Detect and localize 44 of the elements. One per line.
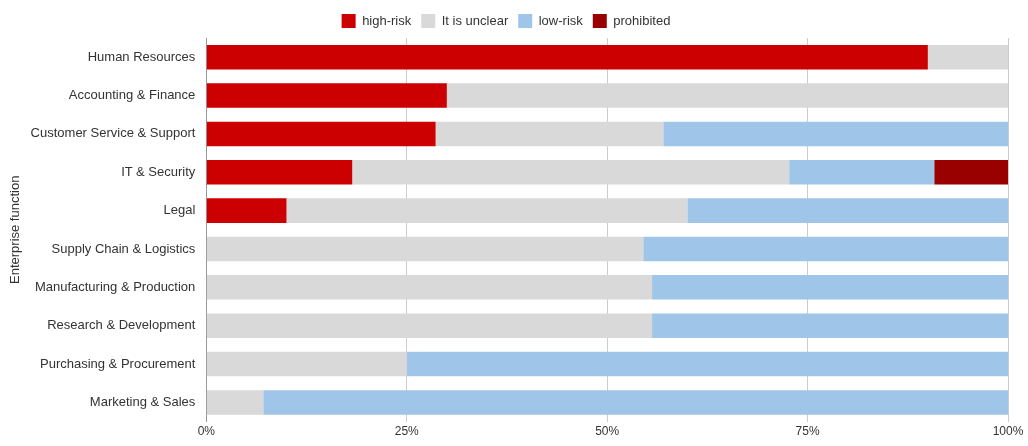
bar xyxy=(206,44,928,70)
bar xyxy=(927,44,1008,70)
y-tick-label: Accounting & Finance xyxy=(68,87,196,103)
x-tick-label: 0% xyxy=(197,424,216,439)
x-tick-label: 25% xyxy=(394,424,420,439)
y-tick-label: Human Resources xyxy=(87,48,196,64)
x-tick-label: 75% xyxy=(795,424,820,439)
bar xyxy=(446,83,1008,108)
x-tick-label: 100% xyxy=(992,424,1024,439)
y-tick-label: Manufacturing & Production xyxy=(34,278,196,294)
bar xyxy=(789,159,935,185)
bar xyxy=(206,275,653,300)
bar xyxy=(206,198,287,223)
y-tick-label: Purchasing & Procurement xyxy=(39,355,196,371)
bar xyxy=(652,275,1008,300)
y-tick-label: Research & Development xyxy=(47,317,196,333)
y-tick-label: Marketing & Sales xyxy=(89,394,196,409)
bar xyxy=(643,236,1008,262)
bar xyxy=(206,121,436,147)
bar xyxy=(263,390,1008,415)
bar xyxy=(934,159,1008,185)
bar xyxy=(206,351,407,377)
legend-label: high-risk xyxy=(362,12,412,28)
bar xyxy=(206,83,447,108)
bar xyxy=(652,313,1008,338)
legend-label: It is unclear xyxy=(441,12,509,28)
legend-label: low-risk xyxy=(538,12,584,28)
bar xyxy=(206,159,353,185)
bar xyxy=(687,198,1008,223)
legend-label: prohibited xyxy=(613,12,671,28)
x-tick-label: 50% xyxy=(595,424,620,439)
bar xyxy=(206,390,264,415)
bar xyxy=(352,159,790,185)
bar xyxy=(206,236,644,262)
bar xyxy=(206,313,653,338)
bar xyxy=(286,198,688,223)
y-tick-label: Customer Service & Support xyxy=(30,125,196,141)
y-tick-label: Supply Chain & Logistics xyxy=(51,240,196,256)
y-tick-label: IT & Security xyxy=(121,163,196,179)
bar xyxy=(406,351,1008,377)
bar xyxy=(435,121,664,147)
y-axis-title: Enterprise function xyxy=(7,175,23,284)
y-tick-label: Legal xyxy=(163,202,196,218)
bar xyxy=(663,121,1008,147)
